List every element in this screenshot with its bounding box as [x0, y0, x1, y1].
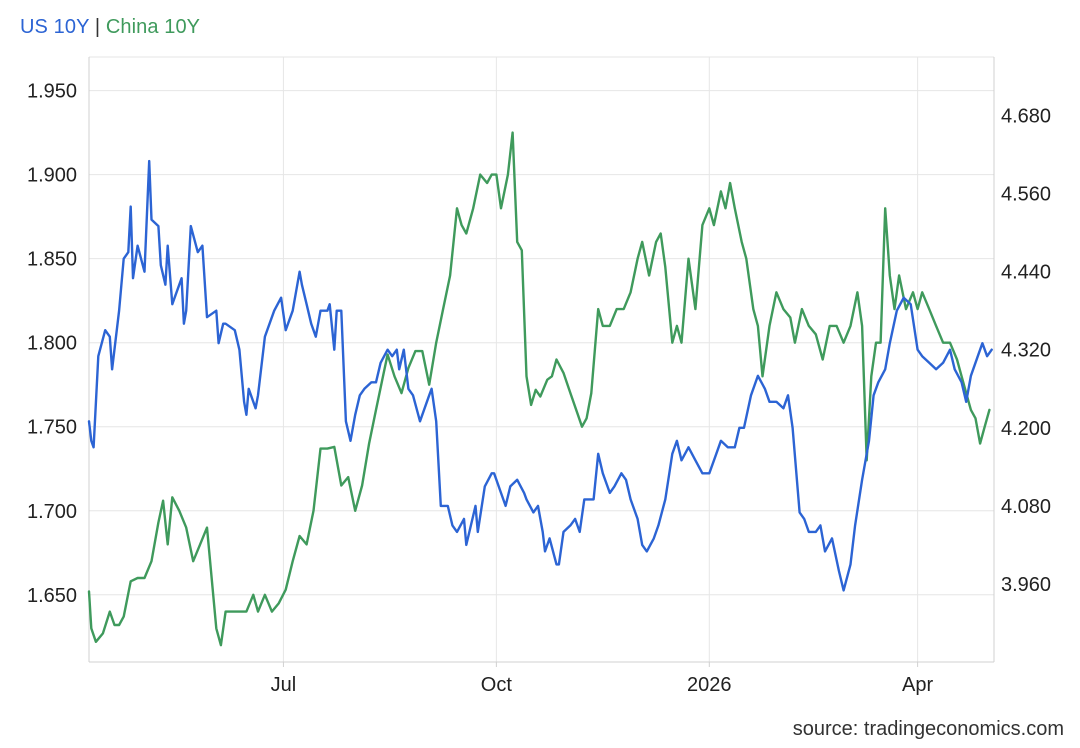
y-left-tick-label: 1.700 [27, 501, 77, 523]
x-tick-label: Jul [271, 674, 297, 696]
series-line-china-10y [87, 131, 991, 647]
series-line-us-10y [87, 159, 993, 592]
x-tick-label: 2026 [687, 674, 732, 696]
x-tick-label: Apr [902, 674, 933, 696]
y-left-tick-label: 1.800 [27, 333, 77, 355]
y-right-tick-label: 4.200 [1001, 418, 1051, 440]
axes [88, 57, 995, 663]
x-tick-label: Oct [481, 674, 513, 696]
source-credit[interactable]: source: tradingeconomics.com [792, 718, 1064, 740]
y-axis-left-ticks: 1.950 1.900 1.850 1.800 1.750 1.700 1.650 [27, 81, 77, 607]
y-right-tick-label: 4.440 [1001, 262, 1051, 284]
legend-china-10y[interactable]: China 10Y [105, 16, 201, 38]
series-lines [87, 131, 993, 647]
y-left-tick-label: 1.950 [27, 81, 77, 103]
y-left-tick-label: 1.850 [27, 249, 77, 271]
y-right-tick-label: 4.320 [1001, 340, 1051, 362]
y-axis-right-ticks: 4.680 4.560 4.440 4.320 4.200 4.080 3.960 [1001, 106, 1051, 596]
y-right-tick-label: 3.960 [1001, 574, 1051, 596]
legend-separator: | [94, 16, 101, 38]
y-left-tick-label: 1.650 [27, 585, 77, 607]
y-left-tick-label: 1.900 [27, 165, 77, 187]
y-right-tick-label: 4.080 [1001, 496, 1051, 518]
grid-lines [89, 56, 994, 662]
y-left-tick-label: 1.750 [27, 417, 77, 439]
chart-legend: US 10Y | China 10Y [20, 16, 200, 39]
y-right-tick-label: 4.560 [1001, 184, 1051, 206]
x-axis-ticks: Jul Oct 2026 Apr [271, 662, 934, 696]
y-right-tick-label: 4.680 [1001, 106, 1051, 128]
legend-us-10y[interactable]: US 10Y [20, 16, 90, 38]
